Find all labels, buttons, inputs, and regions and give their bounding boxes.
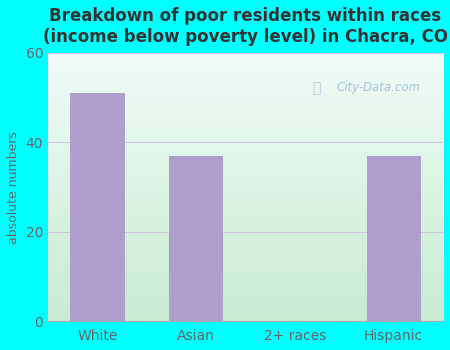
Text: City-Data.com: City-Data.com [337,81,420,94]
Bar [366,156,421,321]
Bar [169,156,223,321]
Bar [70,93,125,321]
Y-axis label: absolute numbers: absolute numbers [7,131,20,244]
Title: Breakdown of poor residents within races
(income below poverty level) in Chacra,: Breakdown of poor residents within races… [43,7,448,46]
Text: ⧗: ⧗ [312,81,321,95]
